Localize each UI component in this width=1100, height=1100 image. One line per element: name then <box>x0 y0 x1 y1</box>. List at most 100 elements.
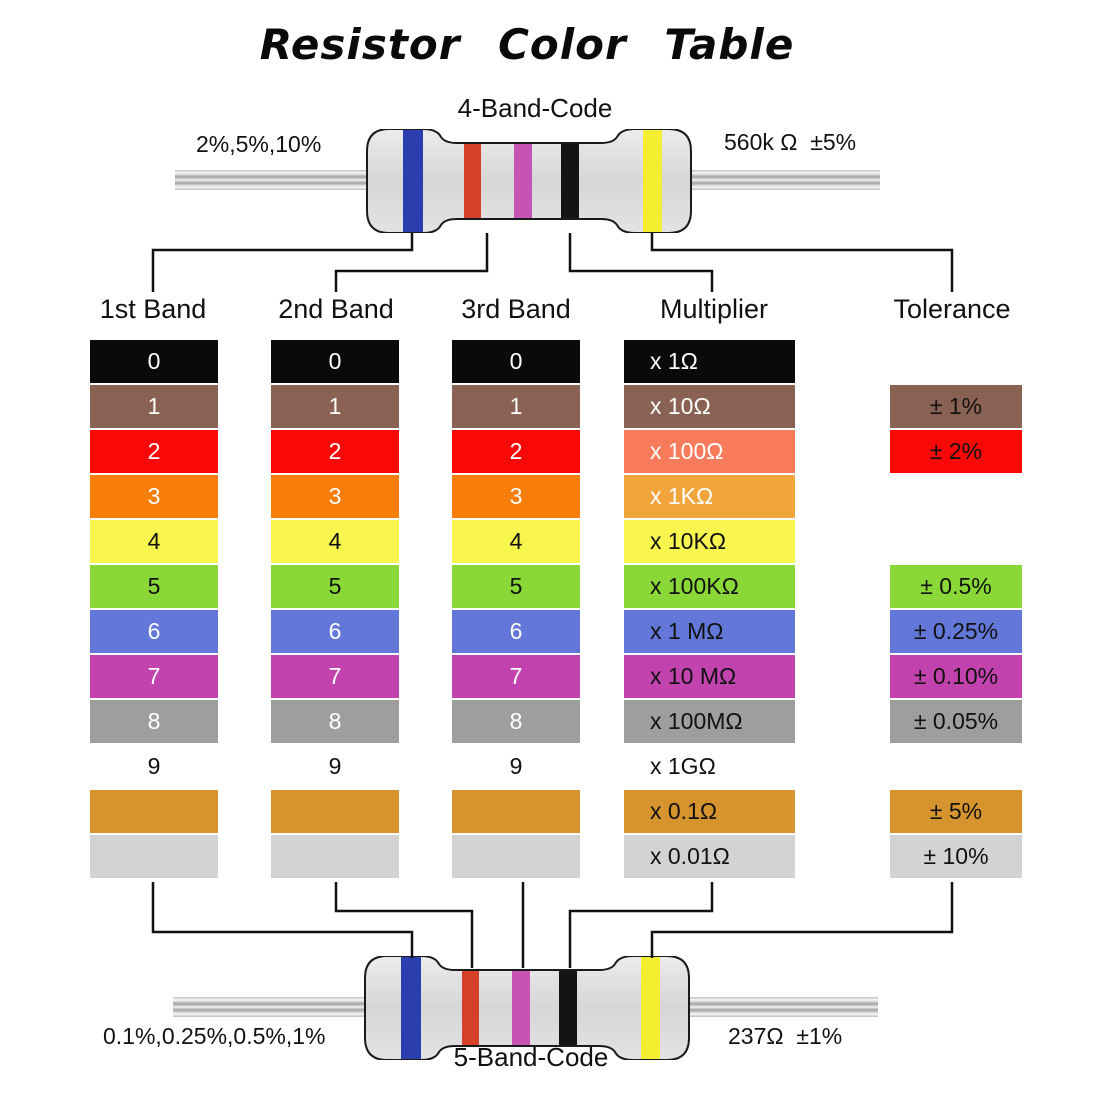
five-band-value-note: 237Ω ±1% <box>728 1023 843 1049</box>
right-lead <box>689 170 880 190</box>
tolerance-cell-gray: ± 0.05% <box>890 700 1022 745</box>
tolerance-cell-violet: ± 0.10% <box>890 655 1022 700</box>
band2-cell-orange: 3 <box>271 475 399 520</box>
header-2nd-band: 2nd Band <box>278 294 394 324</box>
band2-cell-brown: 1 <box>271 385 399 430</box>
band1-cell-silver <box>90 835 218 880</box>
band2-cell-black: 0 <box>271 340 399 385</box>
tolerance-cell-gold: ± 5% <box>890 790 1022 835</box>
resistor-outline <box>366 129 692 233</box>
connector-bottom-tolerance <box>650 882 954 958</box>
band1-cell-brown: 1 <box>90 385 218 430</box>
header-1st-band: 1st Band <box>99 294 207 324</box>
band3-cell-blue: 6 <box>452 610 580 655</box>
band3-cell-green: 5 <box>452 565 580 610</box>
multiplier-cell-violet: x 10 MΩ <box>624 655 795 700</box>
band1-cell-green: 5 <box>90 565 218 610</box>
band-blue <box>403 129 423 233</box>
right-lead <box>687 997 878 1017</box>
multiplier-cell-silver: x 0.01Ω <box>624 835 795 880</box>
band-red <box>462 970 479 1046</box>
connector-top-band1 <box>151 233 414 292</box>
band3-cell-yellow: 4 <box>452 520 580 565</box>
band2-cell-gray: 8 <box>271 700 399 745</box>
column-tolerance: ± 1% ± 2% ± 0.5% ± 0.25% ± 0.10% ± 0.05% ± 5% ±… <box>890 340 1022 880</box>
multiplier-cell-white: x 1GΩ <box>624 745 795 790</box>
five-band-tolerance-note: 0.1%,0.25%,0.5%,1% <box>103 1023 326 1049</box>
band3-cell-gold <box>452 790 580 835</box>
tolerance-cell-red: ± 2% <box>890 430 1022 475</box>
band2-cell-silver <box>271 835 399 880</box>
band2-cell-red: 2 <box>271 430 399 475</box>
header-tolerance: Tolerance <box>893 294 1011 324</box>
band-violet <box>512 970 530 1046</box>
band-yellow <box>641 956 660 1060</box>
band3-cell-black: 0 <box>452 340 580 385</box>
resistor-outline <box>364 956 690 1060</box>
left-lead <box>173 997 366 1017</box>
band1-cell-gold <box>90 790 218 835</box>
connector-top-tolerance <box>650 233 954 292</box>
band-blue <box>401 956 421 1060</box>
band2-cell-green: 5 <box>271 565 399 610</box>
tolerance-cell-green: ± 0.5% <box>890 565 1022 610</box>
band3-cell-gray: 8 <box>452 700 580 745</box>
multiplier-cell-gold: x 0.1Ω <box>624 790 795 835</box>
band2-cell-violet: 7 <box>271 655 399 700</box>
band-violet <box>514 143 532 219</box>
band1-cell-black: 0 <box>90 340 218 385</box>
multiplier-cell-yellow: x 10KΩ <box>624 520 795 565</box>
multiplier-cell-blue: x 1 MΩ <box>624 610 795 655</box>
band1-cell-violet: 7 <box>90 655 218 700</box>
band3-cell-red: 2 <box>452 430 580 475</box>
multiplier-cell-brown: x 10Ω <box>624 385 795 430</box>
tolerance-cell-silver: ± 10% <box>890 835 1022 880</box>
band-black <box>559 970 577 1046</box>
tolerance-cell-black <box>890 340 1022 385</box>
tolerance-cell-orange <box>890 475 1022 520</box>
left-lead <box>175 170 368 190</box>
band3-cell-brown: 1 <box>452 385 580 430</box>
band3-cell-white: 9 <box>452 745 580 790</box>
band3-cell-violet: 7 <box>452 655 580 700</box>
tolerance-cell-brown: ± 1% <box>890 385 1022 430</box>
four-band-resistor <box>175 129 880 233</box>
multiplier-cell-gray: x 100MΩ <box>624 700 795 745</box>
multiplier-cell-orange: x 1KΩ <box>624 475 795 520</box>
connector-top-band2 <box>334 233 489 292</box>
five-band-resistor <box>173 956 878 1060</box>
band2-cell-yellow: 4 <box>271 520 399 565</box>
multiplier-cell-green: x 100KΩ <box>624 565 795 610</box>
multiplier-cell-black: x 1Ω <box>624 340 795 385</box>
four-band-value-note: 560k Ω ±5% <box>724 129 857 155</box>
band2-cell-white: 9 <box>271 745 399 790</box>
band2-cell-gold <box>271 790 399 835</box>
connector-bottom-band1 <box>151 882 414 958</box>
band1-cell-yellow: 4 <box>90 520 218 565</box>
column-multiplier: x 1Ω x 10Ω x 100Ω x 1KΩ x 10KΩ x 100KΩ x 1 MΩ x… <box>624 340 795 880</box>
header-3rd-band: 3rd Band <box>461 294 571 324</box>
band1-cell-orange: 3 <box>90 475 218 520</box>
four-band-code-label: 4-Band-Code <box>457 93 613 123</box>
tolerance-cell-white <box>890 745 1022 790</box>
band-black <box>561 143 579 219</box>
multiplier-cell-red: x 100Ω <box>624 430 795 475</box>
band3-cell-orange: 3 <box>452 475 580 520</box>
band1-cell-gray: 8 <box>90 700 218 745</box>
tolerance-cell-yellow <box>890 520 1022 565</box>
band1-cell-red: 2 <box>90 430 218 475</box>
band2-cell-blue: 6 <box>271 610 399 655</box>
four-band-tolerance-note: 2%,5%,10% <box>196 131 322 157</box>
band-red <box>464 143 481 219</box>
page-title: Resistor Color Table <box>259 20 795 69</box>
tolerance-cell-blue: ± 0.25% <box>890 610 1022 655</box>
band1-cell-white: 9 <box>90 745 218 790</box>
band-yellow <box>643 129 662 233</box>
connector-top-multiplier <box>568 233 714 292</box>
band3-cell-silver <box>452 835 580 880</box>
header-multiplier: Multiplier <box>659 294 769 324</box>
